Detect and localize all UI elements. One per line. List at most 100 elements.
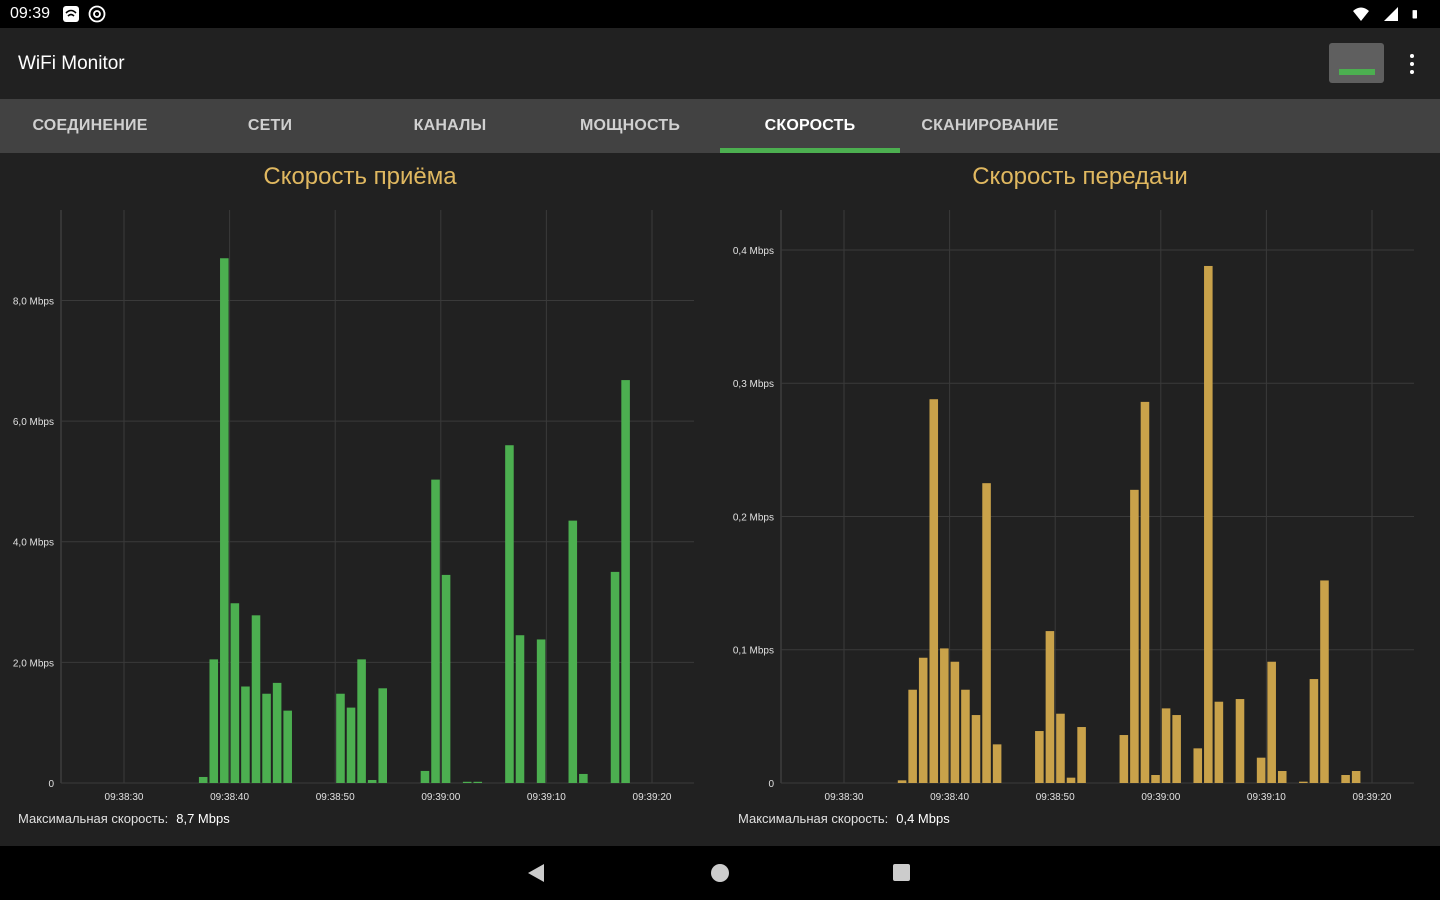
download-bar [441, 574, 451, 783]
notification-app-icon [63, 6, 80, 22]
download-bar [579, 773, 588, 783]
upload-x-tick-label: 09:38:30 [825, 792, 864, 803]
download-max-value: 8,7 Mbps [176, 811, 230, 826]
overflow-menu-icon[interactable] [1402, 50, 1422, 78]
upload-bar [1151, 775, 1160, 783]
upload-bar [1267, 661, 1276, 783]
upload-x-tick-label: 09:39:10 [1247, 792, 1286, 803]
status-bar: 09:39 [0, 0, 1440, 28]
status-time: 09:39 [10, 5, 51, 22]
upload-bar [1214, 701, 1224, 783]
upload-bar [1119, 735, 1129, 783]
download-x-tick-label: 09:38:50 [316, 792, 355, 803]
download-y-tick-label: 2,0 Mbps [13, 658, 54, 669]
upload-bar [982, 483, 991, 783]
upload-bar [908, 689, 917, 783]
download-bar [505, 445, 514, 783]
upload-bar [1320, 580, 1329, 783]
upload-y-tick-label: 0 [768, 779, 774, 790]
upload-x-tick-label: 09:39:00 [1141, 792, 1180, 803]
upload-bar [1204, 265, 1213, 784]
upload-bar [1256, 757, 1266, 783]
upload-bar [1172, 715, 1181, 783]
upload-bar [1161, 708, 1171, 783]
signal-icon [1384, 7, 1398, 21]
download-bar [262, 693, 271, 783]
upload-max-value: 0,4 Mbps [896, 811, 950, 826]
upload-bar [1299, 781, 1308, 783]
upload-x-tick-label: 09:38:50 [1036, 792, 1075, 803]
download-bar [621, 380, 630, 783]
speed-charts: 0 2,0 Mbps 4,0 Mbps 6,0 Mbps 8,0 Mbps 09:38:3… [13, 210, 1414, 803]
app-title: WiFi Monitor [18, 52, 125, 74]
upload-bar [1045, 631, 1055, 783]
download-bar [272, 682, 282, 783]
tab-speed[interactable]: СКОРОСТЬ [720, 99, 900, 153]
upload-bar [1035, 731, 1044, 783]
upload-max-label: Максимальная скорость: [738, 811, 889, 826]
upload-bar [897, 780, 907, 783]
download-y-tick-label: 8,0 Mbps [13, 296, 54, 307]
download-max-label: Максимальная скорость: [18, 811, 169, 826]
upload-bar [1193, 748, 1203, 783]
download-bar [473, 781, 483, 783]
download-bar [346, 707, 356, 783]
upload-bar [918, 657, 928, 783]
upload-bar [1130, 489, 1139, 783]
download-y-tick-label: 6,0 Mbps [13, 417, 54, 428]
system-nav-bar [0, 846, 1440, 900]
download-bar [336, 693, 345, 783]
download-x-tick-label: 09:39:10 [527, 792, 566, 803]
upload-y-tick-label: 0,4 Mbps [733, 246, 774, 257]
download-bar [357, 659, 366, 783]
upload-x-tick-label: 09:39:20 [1353, 792, 1392, 803]
home-icon[interactable] [711, 864, 729, 882]
upload-bar [1351, 771, 1361, 783]
upload-bar [940, 648, 949, 783]
download-bar [420, 770, 430, 783]
download-bar [431, 479, 440, 783]
recent-apps-icon[interactable] [893, 864, 910, 881]
speed-content: 0 2,0 Mbps 4,0 Mbps 6,0 Mbps 8,0 Mbps 09:38:3… [0, 153, 1440, 846]
download-x-tick-label: 09:38:30 [105, 792, 144, 803]
battery-icon [1412, 10, 1417, 19]
monitor-indicator-icon [1339, 69, 1375, 75]
download-y-tick-label: 4,0 Mbps [13, 538, 54, 549]
upload-bar [1077, 727, 1086, 783]
download-chart-title: Скорость приёма [263, 163, 457, 190]
back-icon[interactable] [528, 864, 544, 882]
download-bar [462, 781, 472, 783]
upload-bar [1066, 777, 1076, 783]
wifi-icon [1353, 7, 1369, 21]
download-bar [367, 779, 377, 783]
at-sign-icon [88, 5, 106, 23]
upload-bar [929, 399, 939, 783]
upload-y-tick-label: 0,2 Mbps [733, 512, 774, 523]
upload-y-tick-label: 0,3 Mbps [733, 379, 774, 390]
download-bar [241, 686, 250, 783]
download-y-tick-label: 0 [48, 779, 54, 790]
tab-scanning[interactable]: СКАНИРОВАНИЕ [921, 117, 1059, 134]
upload-bar [992, 744, 1002, 783]
upload-bar [1309, 679, 1319, 783]
download-bar [378, 688, 387, 783]
download-bar [568, 520, 578, 783]
tab-connection[interactable]: СОЕДИНЕНИЕ [32, 117, 148, 134]
download-bar [230, 603, 240, 783]
tab-channels[interactable]: КАНАЛЫ [413, 117, 487, 134]
download-bar [610, 571, 620, 783]
upload-bar [1056, 713, 1065, 783]
tab-power[interactable]: МОЩНОСТЬ [579, 117, 681, 134]
upload-bar [961, 689, 970, 783]
download-max-speed: Максимальная скорость: 8,7 Mbps [18, 811, 230, 826]
download-bar [536, 639, 546, 783]
upload-y-tick-label: 0,1 Mbps [733, 646, 774, 657]
upload-bar [1140, 401, 1150, 783]
download-bar [198, 776, 208, 783]
download-bar [283, 710, 292, 783]
upload-bar [971, 715, 981, 783]
toggle-monitor-button[interactable] [1329, 43, 1384, 83]
tab-networks[interactable]: СЕТИ [247, 117, 293, 134]
upload-bar [1277, 771, 1287, 783]
download-bar [251, 615, 261, 783]
